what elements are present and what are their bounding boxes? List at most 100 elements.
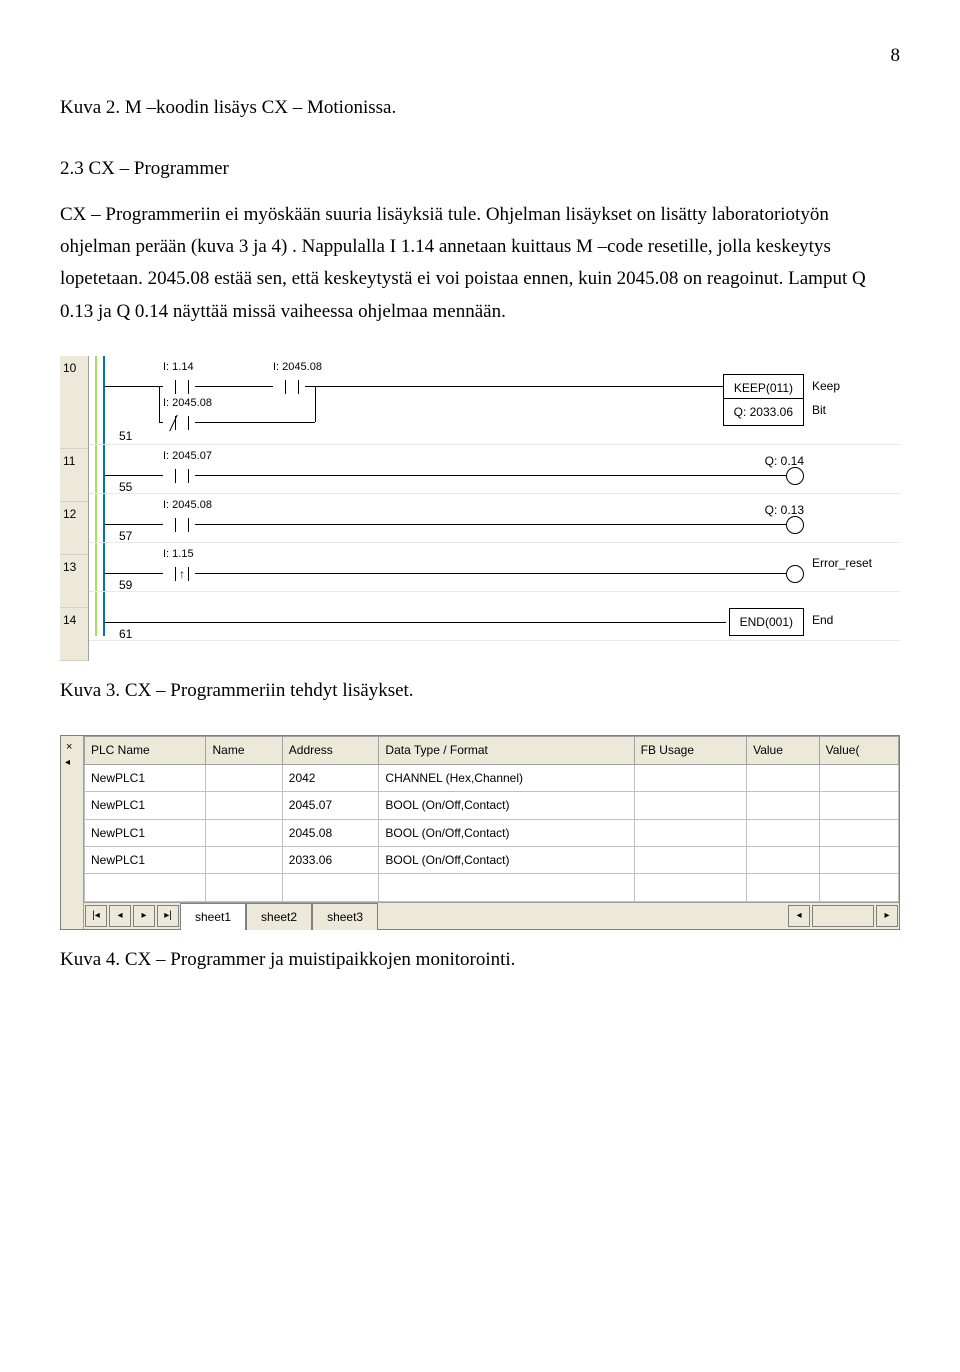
- table-row[interactable]: [85, 874, 899, 901]
- wire: [105, 573, 163, 574]
- wire: [195, 422, 315, 423]
- table-cell: CHANNEL (Hex,Channel): [379, 764, 634, 791]
- wire: [105, 386, 163, 387]
- row-num: 11: [60, 449, 88, 502]
- section-heading: 2.3 CX – Programmer: [60, 153, 900, 185]
- table-cell: BOOL (On/Off,Contact): [379, 819, 634, 846]
- table-cell: 2033.06: [282, 846, 379, 873]
- col-value[interactable]: Value: [747, 737, 820, 764]
- row-num: 10: [60, 356, 88, 449]
- row-num: 14: [60, 608, 88, 661]
- table-cell: [379, 874, 634, 901]
- table-cell: NewPLC1: [85, 764, 206, 791]
- nav-first-icon[interactable]: |◂: [85, 905, 107, 927]
- branch-wire: [315, 386, 316, 422]
- output-comment: Keep: [812, 376, 896, 396]
- ladder-diagram: 10 11 12 13 14 51 I: 1.14 I: 2045.08: [60, 356, 900, 661]
- table-cell: [634, 846, 746, 873]
- table-cell: [206, 764, 282, 791]
- table-cell: BOOL (On/Off,Contact): [379, 792, 634, 819]
- table-cell: [747, 819, 820, 846]
- contact-closed: I: 2045.08: [169, 410, 195, 434]
- table-cell: [819, 819, 898, 846]
- col-address[interactable]: Address: [282, 737, 379, 764]
- nav-last-icon[interactable]: ▸|: [157, 905, 179, 927]
- branch-wire: [159, 386, 160, 422]
- body-paragraph: CX – Programmeriin ei myöskään suuria li…: [60, 199, 900, 328]
- watch-sidebar: × ◂: [61, 736, 84, 928]
- table-cell: [747, 846, 820, 873]
- wire: [159, 422, 163, 423]
- table-cell: [282, 874, 379, 901]
- wire: [305, 386, 726, 387]
- table-cell: NewPLC1: [85, 846, 206, 873]
- table-cell: 2042: [282, 764, 379, 791]
- nav-next-icon[interactable]: ▸: [133, 905, 155, 927]
- tab-sheet2[interactable]: sheet2: [246, 903, 312, 930]
- table-row[interactable]: NewPLC12045.08BOOL (On/Off,Contact): [85, 819, 899, 846]
- collapse-icon[interactable]: ◂: [65, 754, 70, 771]
- scroll-track[interactable]: [812, 905, 874, 927]
- contact-label: I: 2045.08: [163, 394, 212, 413]
- table-cell: [634, 819, 746, 846]
- contact-rising-edge: I: 1.15 ↑: [169, 561, 195, 585]
- wire: [195, 475, 788, 476]
- table-cell: 2045.08: [282, 819, 379, 846]
- contact-label: I: 2045.08: [163, 496, 212, 515]
- ladder-row-numbers: 10 11 12 13 14: [60, 356, 89, 661]
- table-cell: [819, 874, 898, 901]
- col-name[interactable]: Name: [206, 737, 282, 764]
- table-cell: [819, 764, 898, 791]
- tab-sheet1[interactable]: sheet1: [180, 903, 246, 930]
- col-data-type[interactable]: Data Type / Format: [379, 737, 634, 764]
- row-num: 12: [60, 502, 88, 555]
- table-cell: [747, 792, 820, 819]
- contact-open: I: 2045.08: [169, 512, 195, 536]
- col-plc-name[interactable]: PLC Name: [85, 737, 206, 764]
- table-cell: [634, 792, 746, 819]
- wire: [195, 386, 273, 387]
- table-row[interactable]: NewPLC1 2042CHANNEL (Hex,Channel): [85, 764, 899, 791]
- col-value2[interactable]: Value(: [819, 737, 898, 764]
- tab-sheet3[interactable]: sheet3: [312, 903, 378, 930]
- table-header-row: PLC Name Name Address Data Type / Format…: [85, 737, 899, 764]
- table-cell: [206, 792, 282, 819]
- output-comment: End: [812, 610, 896, 630]
- row-num: 13: [60, 555, 88, 608]
- table-cell: [85, 874, 206, 901]
- ladder-rung: 59 I: 1.15 ↑ Error_reset: [89, 543, 900, 592]
- wire: [195, 573, 788, 574]
- figure3-caption: Kuva 3. CX – Programmeriin tehdyt lisäyk…: [60, 675, 900, 707]
- contact-open: I: 2045.07: [169, 463, 195, 487]
- output-comment: Error_reset: [812, 553, 896, 573]
- table-cell: [819, 792, 898, 819]
- table-row[interactable]: NewPLC1 2045.07BOOL (On/Off,Contact): [85, 792, 899, 819]
- watch-window: × ◂ PLC Name Name Address Data Type / Fo…: [60, 735, 900, 929]
- table-cell: [747, 874, 820, 901]
- nav-prev-icon[interactable]: ◂: [109, 905, 131, 927]
- table-cell: [634, 874, 746, 901]
- wire: [195, 524, 788, 525]
- ladder-rung: 57 I: 2045.08 Q: 0.13: [89, 494, 900, 543]
- table-cell: [206, 874, 282, 901]
- contact-label: I: 2045.08: [273, 358, 322, 377]
- sheet-tab-bar: |◂ ◂ ▸ ▸| sheet1 sheet2 sheet3 ◂ ▸: [84, 902, 899, 929]
- table-cell: NewPLC1: [85, 792, 206, 819]
- step-number: 61: [119, 624, 132, 644]
- step-number: 51: [119, 426, 132, 446]
- figure2-caption: Kuva 2. M –koodin lisäys CX – Motionissa…: [60, 92, 900, 124]
- output-address: Q: 0.14: [765, 451, 804, 471]
- output-operand: Q: 2033.06: [723, 398, 804, 426]
- table-row[interactable]: NewPLC1 2033.06BOOL (On/Off,Contact): [85, 846, 899, 873]
- ladder-rung: 61 END(001) End: [89, 592, 900, 641]
- wire: [105, 524, 163, 525]
- ladder-rung: 51 I: 1.14 I: 2045.08 KEEP(011) Q: 2033.…: [89, 356, 900, 445]
- table-cell: BOOL (On/Off,Contact): [379, 846, 634, 873]
- table-cell: [634, 764, 746, 791]
- output-coil: [786, 565, 804, 583]
- col-fb-usage[interactable]: FB Usage: [634, 737, 746, 764]
- table-cell: 2045.07: [282, 792, 379, 819]
- scroll-left-icon[interactable]: ◂: [788, 905, 810, 927]
- scroll-right-icon[interactable]: ▸: [876, 905, 898, 927]
- output-instruction: END(001): [729, 608, 804, 636]
